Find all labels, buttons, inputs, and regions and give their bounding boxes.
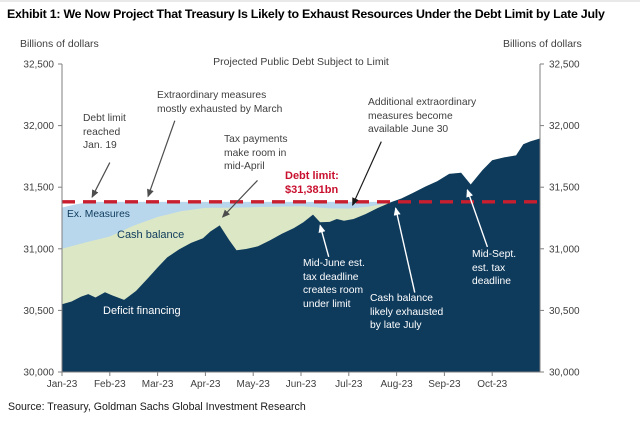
annotation-extraordinary-measures: Extraordinary measures mostly exhausted …: [157, 90, 283, 115]
label-cash-balance: Cash balance: [117, 229, 185, 241]
y-tick-label-left: 32,500: [23, 60, 54, 71]
page-title: Exhibit 1: We Now Project That Treasury …: [7, 7, 605, 21]
x-tick-label: May-23: [237, 379, 271, 390]
chart-subtitle: Projected Public Debt Subject to Limit: [213, 56, 389, 68]
y-tick-label-right: 32,000: [549, 121, 580, 132]
y-tick-label-right: 30,500: [549, 306, 580, 317]
annotation-debt-limit-reached: Debt limit reached Jan. 19: [83, 113, 126, 152]
x-tick-label: Mar-23: [142, 379, 174, 390]
y-tick-label-left: 30,500: [23, 306, 54, 317]
source-text: Source: Treasury, Goldman Sachs Global I…: [8, 401, 306, 413]
annotation-arrow: [318, 224, 330, 257]
y-tick-label-left: 32,000: [23, 121, 54, 132]
annotation-arrow: [147, 120, 176, 198]
y-tick-label-left: 31,000: [23, 244, 54, 255]
annotation-mid-sept: Mid-Sept. est. tax deadline: [472, 249, 517, 288]
y-axis-caption-right: Billions of dollars: [503, 38, 582, 50]
annotation-arrow: [221, 180, 258, 218]
x-tick-label: Aug-23: [380, 379, 413, 390]
annotation-arrow: [91, 162, 111, 198]
x-tick-label: Feb-23: [94, 379, 126, 390]
annotation-mid-june: Mid-June est. tax deadline creates room …: [303, 258, 365, 311]
label-deficit-financing: Deficit financing: [103, 305, 181, 317]
annotation-arrow: [466, 188, 489, 248]
y-tick-label-left: 31,500: [23, 183, 54, 194]
annotation-tax-payments: Tax payments make room in mid-April: [224, 134, 288, 173]
y-tick-label-right: 30,000: [549, 368, 580, 379]
y-tick-label-right: 31,500: [549, 183, 580, 194]
x-tick-label: Jun-23: [286, 379, 317, 390]
label-ex-measures: Ex. Measures: [67, 209, 130, 220]
area-deficit-financing: [62, 138, 540, 372]
annotation-debt-limit-value: Debt limit: $31,381bn: [285, 170, 339, 196]
x-tick-label: Jul-23: [335, 379, 363, 390]
x-tick-label: Sep-23: [428, 379, 461, 390]
y-axis-caption-left: Billions of dollars: [20, 38, 99, 50]
annotation-arrow: [393, 207, 416, 293]
annotation-additional-measures: Additional extraordinary measures become…: [368, 97, 477, 136]
annotation-cash-exhausted: Cash balance likely exhausted by late Ju…: [370, 293, 444, 332]
y-tick-label-left: 30,000: [23, 368, 54, 379]
y-tick-label-right: 31,000: [549, 244, 580, 255]
x-tick-label: Apr-23: [190, 379, 220, 390]
annotation-arrow: [352, 141, 382, 206]
y-tick-label-right: 32,500: [549, 60, 580, 71]
x-tick-label: Jan-23: [47, 379, 78, 390]
x-tick-label: Oct-23: [477, 379, 507, 390]
